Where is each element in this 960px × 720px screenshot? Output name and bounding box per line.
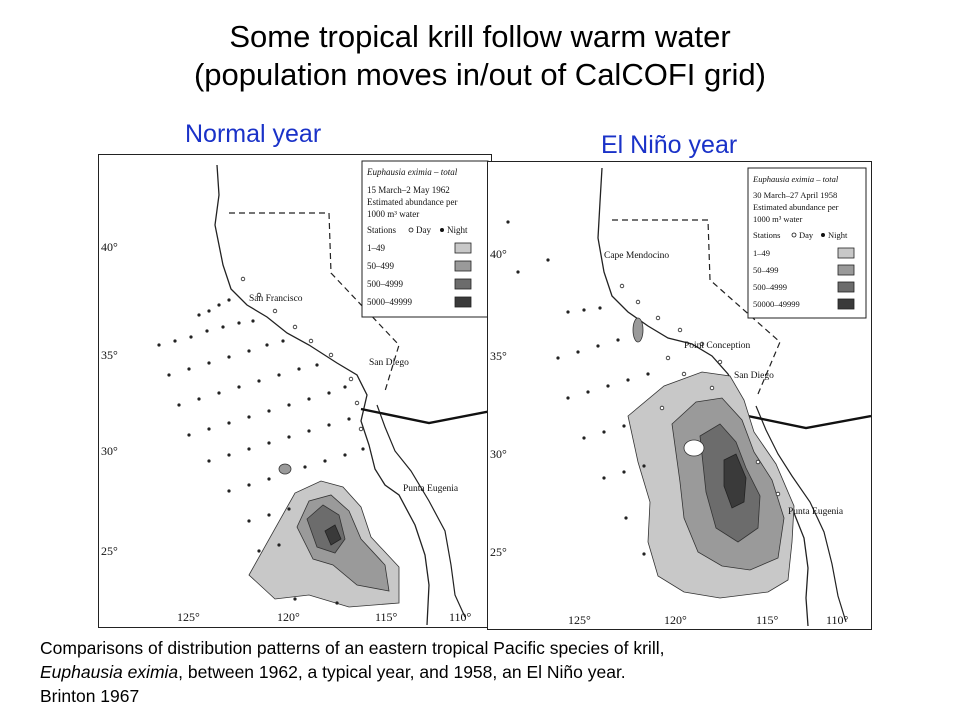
longitude-label: 110° (826, 613, 849, 627)
legend-class-range: 5000–49999 (367, 297, 413, 307)
legend-night-label: Night (447, 225, 468, 235)
el-nino-year-map: Euphausia eximia – total 30 March–27 Apr… (487, 161, 872, 630)
place-label: San Diego (369, 358, 409, 368)
baja-inner-coast (755, 405, 847, 623)
baja-inner-coast (376, 404, 466, 618)
el-nino-year-label: El Niño year (601, 131, 738, 159)
title-line-1: Some tropical krill follow warm water (229, 19, 731, 54)
day-marker-icon (408, 227, 414, 233)
legend-box (361, 160, 489, 318)
legend-subtitle-2: 1000 m³ water (367, 209, 419, 219)
coastline (214, 164, 430, 626)
longitude-label: 115° (375, 610, 398, 624)
longitude-label: 115° (756, 613, 779, 627)
legend-class-swatch (454, 242, 472, 254)
legend-class-swatch (454, 296, 472, 308)
place-label: San Francisco (249, 294, 303, 304)
longitude-label: 120° (664, 613, 687, 627)
legend-class-range: 1–49 (367, 243, 386, 253)
normal-year-label: Normal year (185, 120, 322, 148)
legend-title: Euphausia eximia – total (752, 174, 839, 184)
station-grid-open (240, 276, 364, 432)
caption-line-2: Euphausia eximia, between 1962, a typica… (40, 660, 940, 684)
slide-title: Some tropical krill follow warm water (p… (0, 18, 960, 94)
normal-year-map: Euphausia eximia – total 15 March–2 May … (98, 154, 492, 628)
latitude-label: 30° (490, 447, 507, 461)
caption-species-name: Euphausia eximia (40, 662, 179, 682)
legend-title: Euphausia eximia – total (366, 167, 458, 177)
caption-line-1: Comparisons of distribution patterns of … (40, 638, 665, 658)
station-grid (506, 220, 650, 556)
abundance-patch (683, 439, 705, 457)
caption-citation: Brinton 1967 (40, 686, 140, 706)
coastline (597, 167, 809, 627)
place-label: San Diego (734, 371, 774, 381)
legend-dates: 15 March–2 May 1962 (367, 185, 450, 195)
mexico-border (737, 412, 871, 430)
figure-caption: Comparisons of distribution patterns of … (40, 636, 940, 708)
latitude-label: 40° (490, 247, 507, 261)
legend-subtitle-1: Estimated abundance per (753, 202, 839, 212)
legend-class-range: 1–49 (753, 248, 770, 258)
title-line-2: (population moves in/out of CalCOFI grid… (193, 57, 767, 92)
state-border (612, 219, 781, 395)
night-marker-icon (440, 228, 444, 232)
mexico-border (360, 407, 491, 425)
legend-class-swatch (454, 260, 472, 272)
legend-class-range: 50000–49999 (753, 299, 800, 309)
place-label: Punta Eugenia (788, 507, 844, 517)
longitude-label: 110° (449, 610, 472, 624)
abundance-area-4 (324, 524, 342, 546)
latitude-label: 25° (490, 545, 507, 559)
legend-day-label: Day (799, 230, 814, 240)
latitude-label: 40° (101, 240, 118, 254)
abundance-patch (278, 463, 292, 475)
abundance-area-4 (723, 453, 747, 509)
legend-subtitle-2: 1000 m³ water (753, 214, 802, 224)
legend-class-range: 50–499 (367, 261, 395, 271)
legend-subtitle-1: Estimated abundance per (367, 197, 457, 207)
latitude-label: 35° (490, 349, 507, 363)
legend-stations-label: Stations (367, 225, 397, 235)
legend-class-range: 50–499 (753, 265, 779, 275)
legend-dates: 30 March–27 April 1958 (753, 190, 837, 200)
station-grid (157, 298, 365, 605)
longitude-label: 120° (277, 610, 300, 624)
abundance-patch (632, 317, 644, 343)
longitude-label: 125° (177, 610, 200, 624)
legend-class-range: 500–4999 (367, 279, 404, 289)
latitude-label: 30° (101, 444, 118, 458)
latitude-label: 25° (101, 544, 118, 558)
place-label: Punta Eugenia (403, 484, 459, 494)
longitude-label: 125° (568, 613, 591, 627)
latitude-label: 35° (101, 348, 118, 362)
day-marker-icon (791, 232, 797, 238)
night-marker-icon (821, 233, 825, 237)
caption-line-2-text: , between 1962, a typical year, and 1958… (178, 662, 626, 682)
legend-class-range: 500–4999 (753, 282, 787, 292)
station-grid-open (619, 283, 781, 497)
legend-night-label: Night (828, 230, 848, 240)
state-border (229, 212, 400, 392)
legend-class-swatch (837, 264, 855, 276)
place-label: Cape Mendocino (604, 251, 669, 261)
legend-class-swatch (837, 298, 855, 310)
legend-stations-label: Stations (753, 230, 780, 240)
place-label: Point Conception (684, 341, 750, 351)
legend-class-swatch (837, 247, 855, 259)
legend-day-label: Day (416, 225, 431, 235)
legend-box (747, 167, 867, 319)
legend-class-swatch (454, 278, 472, 290)
legend-class-swatch (837, 281, 855, 293)
